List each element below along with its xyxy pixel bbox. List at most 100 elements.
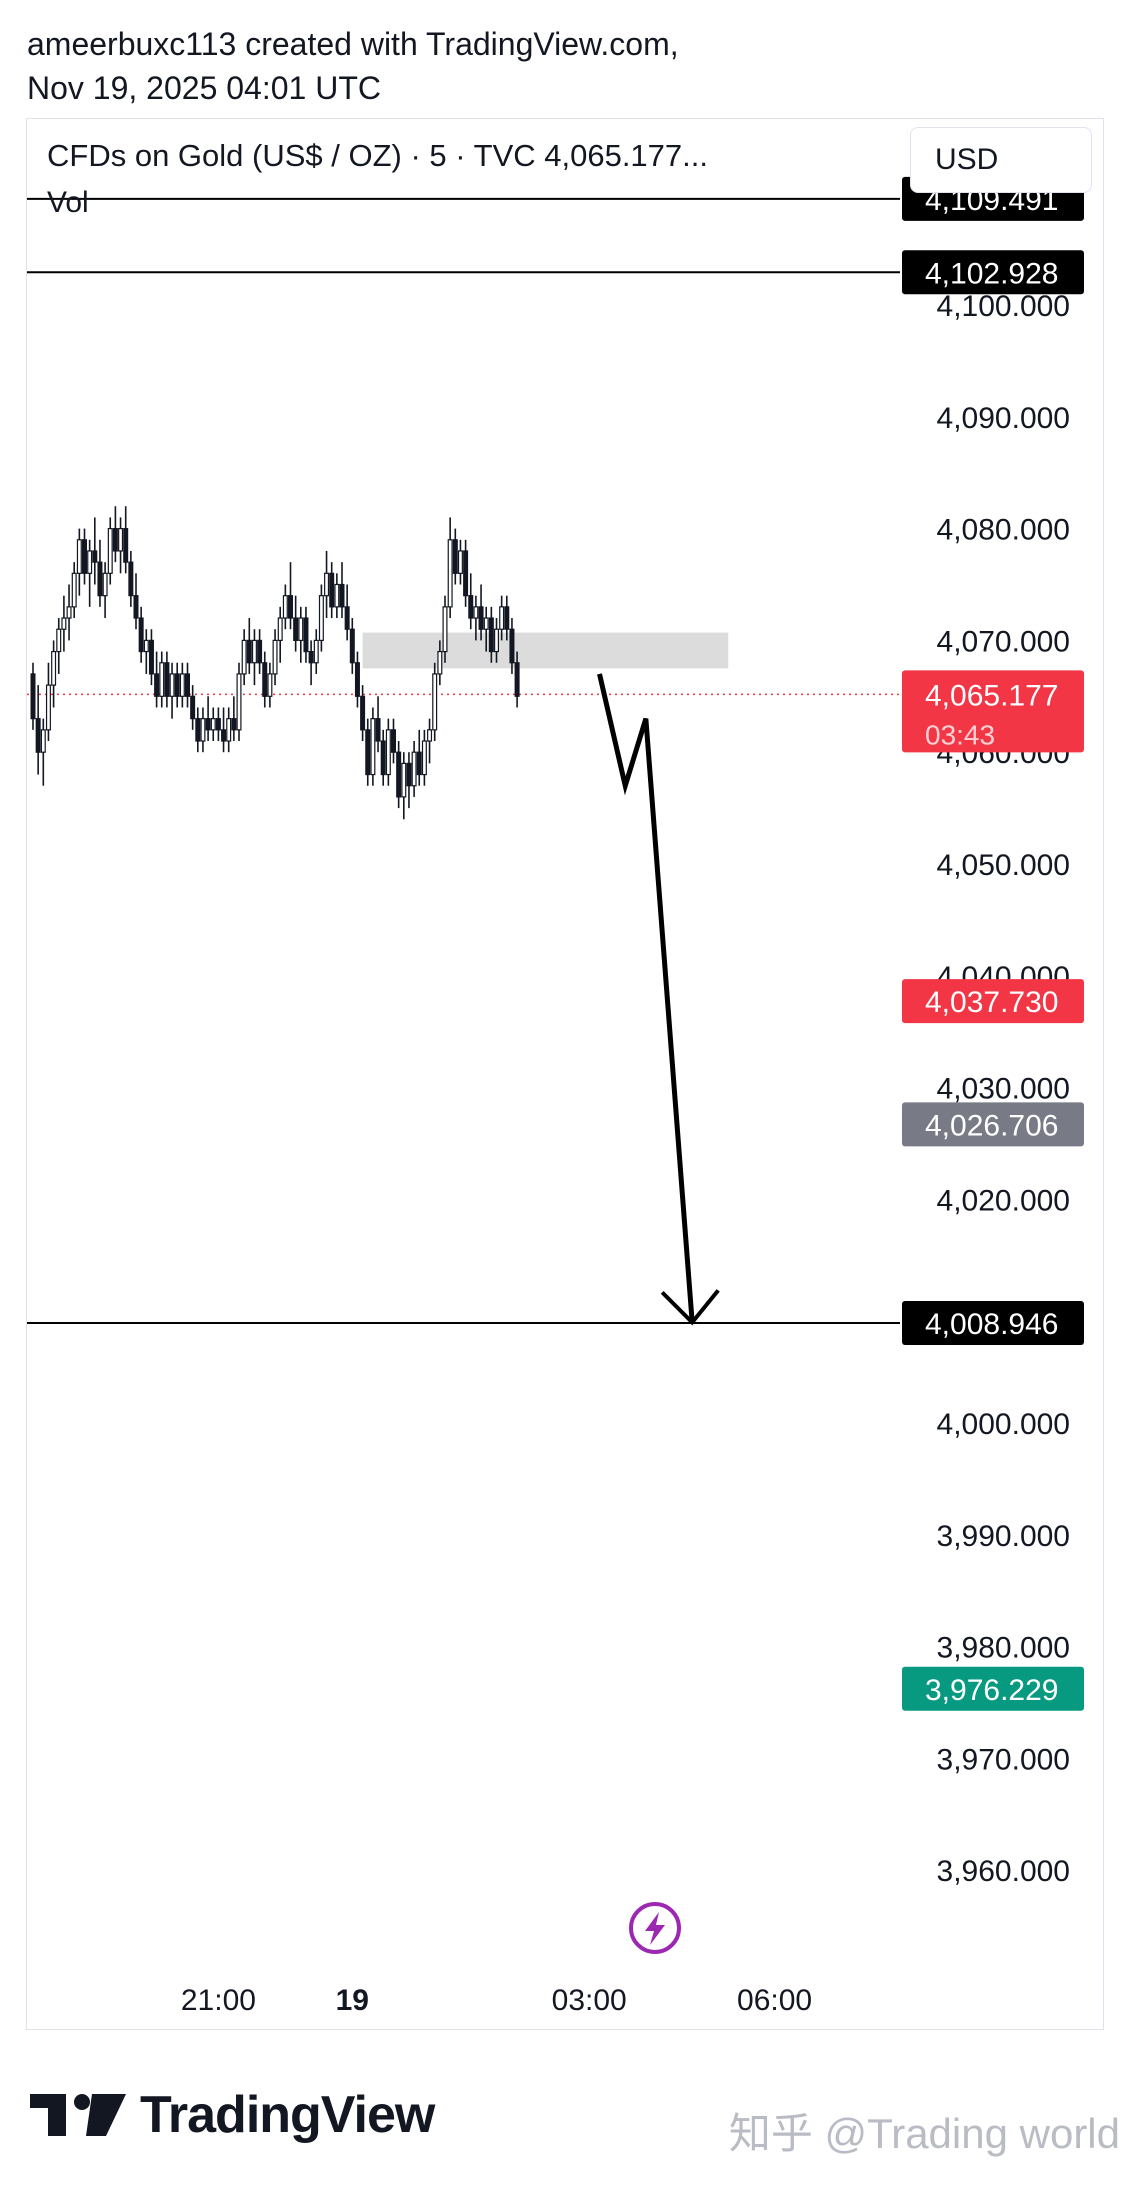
candle-body: [148, 639, 154, 675]
candle-body: [221, 729, 227, 742]
y-tick-label: 4,030.000: [937, 1073, 1070, 1106]
candle-body: [421, 740, 427, 776]
candle-body: [81, 539, 87, 574]
candle-body: [416, 751, 422, 776]
byline: ameerbuxc113 created with TradingView.co…: [27, 22, 679, 110]
candle-body: [483, 617, 489, 630]
candle-body: [92, 550, 98, 563]
price-label-text: 4,065.177: [925, 679, 1058, 712]
x-tick-label: 06:00: [737, 1984, 812, 2017]
candle-body: [128, 561, 134, 597]
candle-body: [200, 718, 206, 742]
candle-body: [499, 606, 505, 630]
candle-body: [360, 695, 366, 731]
tradingview-wordmark: TradingView: [140, 2086, 435, 2144]
candle-body: [215, 718, 221, 731]
candle-body: [231, 718, 237, 731]
candle-body: [308, 650, 314, 664]
candle-body: [179, 673, 185, 697]
candle-body: [210, 718, 216, 731]
candle-body: [66, 606, 72, 619]
candle-body: [76, 539, 82, 574]
byline-date: Nov 19, 2025 04:01 UTC: [27, 70, 381, 106]
candle-body: [169, 673, 175, 697]
candle-body: [334, 583, 340, 608]
candle-body: [107, 527, 113, 574]
candle-body: [365, 729, 371, 776]
y-tick-label: 3,970.000: [937, 1743, 1070, 1776]
candle-body: [288, 595, 294, 619]
candle-body: [267, 673, 273, 697]
y-tick-label: 4,080.000: [937, 514, 1070, 547]
candle-body: [190, 695, 196, 720]
candle-body: [251, 639, 257, 664]
candle-body: [494, 628, 500, 653]
candle-body: [133, 595, 139, 619]
candle-body: [488, 617, 494, 653]
candle-body: [154, 673, 160, 697]
candle-body: [138, 617, 144, 653]
candle-body: [339, 583, 345, 608]
price-label-box: [902, 1300, 1084, 1345]
candle-body: [226, 718, 232, 742]
price-label-box: [902, 670, 1084, 753]
y-tick-label: 4,100.000: [937, 290, 1070, 323]
countdown-label: 03:43: [925, 719, 995, 750]
projection-arrow: [597, 673, 695, 1323]
candle-body: [51, 650, 57, 686]
tradingview-logo[interactable]: TradingView: [30, 2085, 435, 2145]
candle-body: [272, 639, 278, 675]
candle-body: [35, 718, 41, 753]
y-tick-label: 4,050.000: [937, 849, 1070, 882]
candle-body: [427, 729, 433, 742]
price-label-box: [902, 250, 1084, 295]
candle-body: [61, 617, 67, 630]
candle-body: [406, 762, 412, 787]
chart-frame: [26, 118, 1104, 2030]
candle-body: [236, 673, 242, 731]
lightning-icon[interactable]: [629, 1902, 681, 1954]
candle-body: [71, 572, 77, 608]
candle-body: [293, 617, 299, 641]
candle-body: [303, 617, 309, 653]
candle-body: [504, 606, 510, 630]
candle-body: [432, 673, 438, 731]
y-tick-label: 4,090.000: [937, 402, 1070, 435]
y-tick-label: 3,980.000: [937, 1632, 1070, 1665]
candle-body: [262, 662, 268, 697]
candle-body: [195, 718, 201, 742]
candle-body: [457, 550, 463, 574]
candle-body: [349, 628, 355, 664]
price-label-box: [902, 1666, 1084, 1711]
supply-zone: [362, 632, 729, 669]
price-label-box: [902, 1102, 1084, 1147]
tradingview-logo-icon: [30, 2094, 126, 2136]
candle-body: [478, 606, 484, 630]
y-tick-label: 3,990.000: [937, 1520, 1070, 1553]
candle-body: [246, 639, 252, 664]
candle-body: [102, 572, 108, 597]
candle-body: [380, 740, 386, 776]
candle-body: [468, 595, 474, 619]
candle-body: [97, 561, 103, 597]
candle-body: [205, 718, 211, 731]
price-label-text: 4,037.730: [925, 986, 1058, 1019]
y-tick-label: 4,020.000: [937, 1184, 1070, 1217]
currency-selector[interactable]: USD: [910, 127, 1092, 193]
candle-body: [313, 639, 319, 664]
candle-body: [329, 572, 335, 608]
candle-body: [375, 718, 381, 742]
price-label-text: 4,008.946: [925, 1308, 1058, 1341]
price-label-box: [902, 979, 1084, 1024]
candle-body: [112, 527, 118, 552]
price-label-text: 3,976.229: [925, 1674, 1058, 1707]
price-label-text: 4,026.706: [925, 1109, 1058, 1142]
candle-body: [159, 662, 165, 697]
volume-legend[interactable]: Vol: [47, 186, 89, 219]
symbol-legend[interactable]: CFDs on Gold (US$ / OZ) · 5 · TVC 4,065.…: [47, 138, 708, 173]
candle-body: [318, 595, 324, 641]
candle-body: [324, 572, 330, 597]
candle-body: [241, 639, 247, 675]
candle-body: [401, 762, 407, 798]
